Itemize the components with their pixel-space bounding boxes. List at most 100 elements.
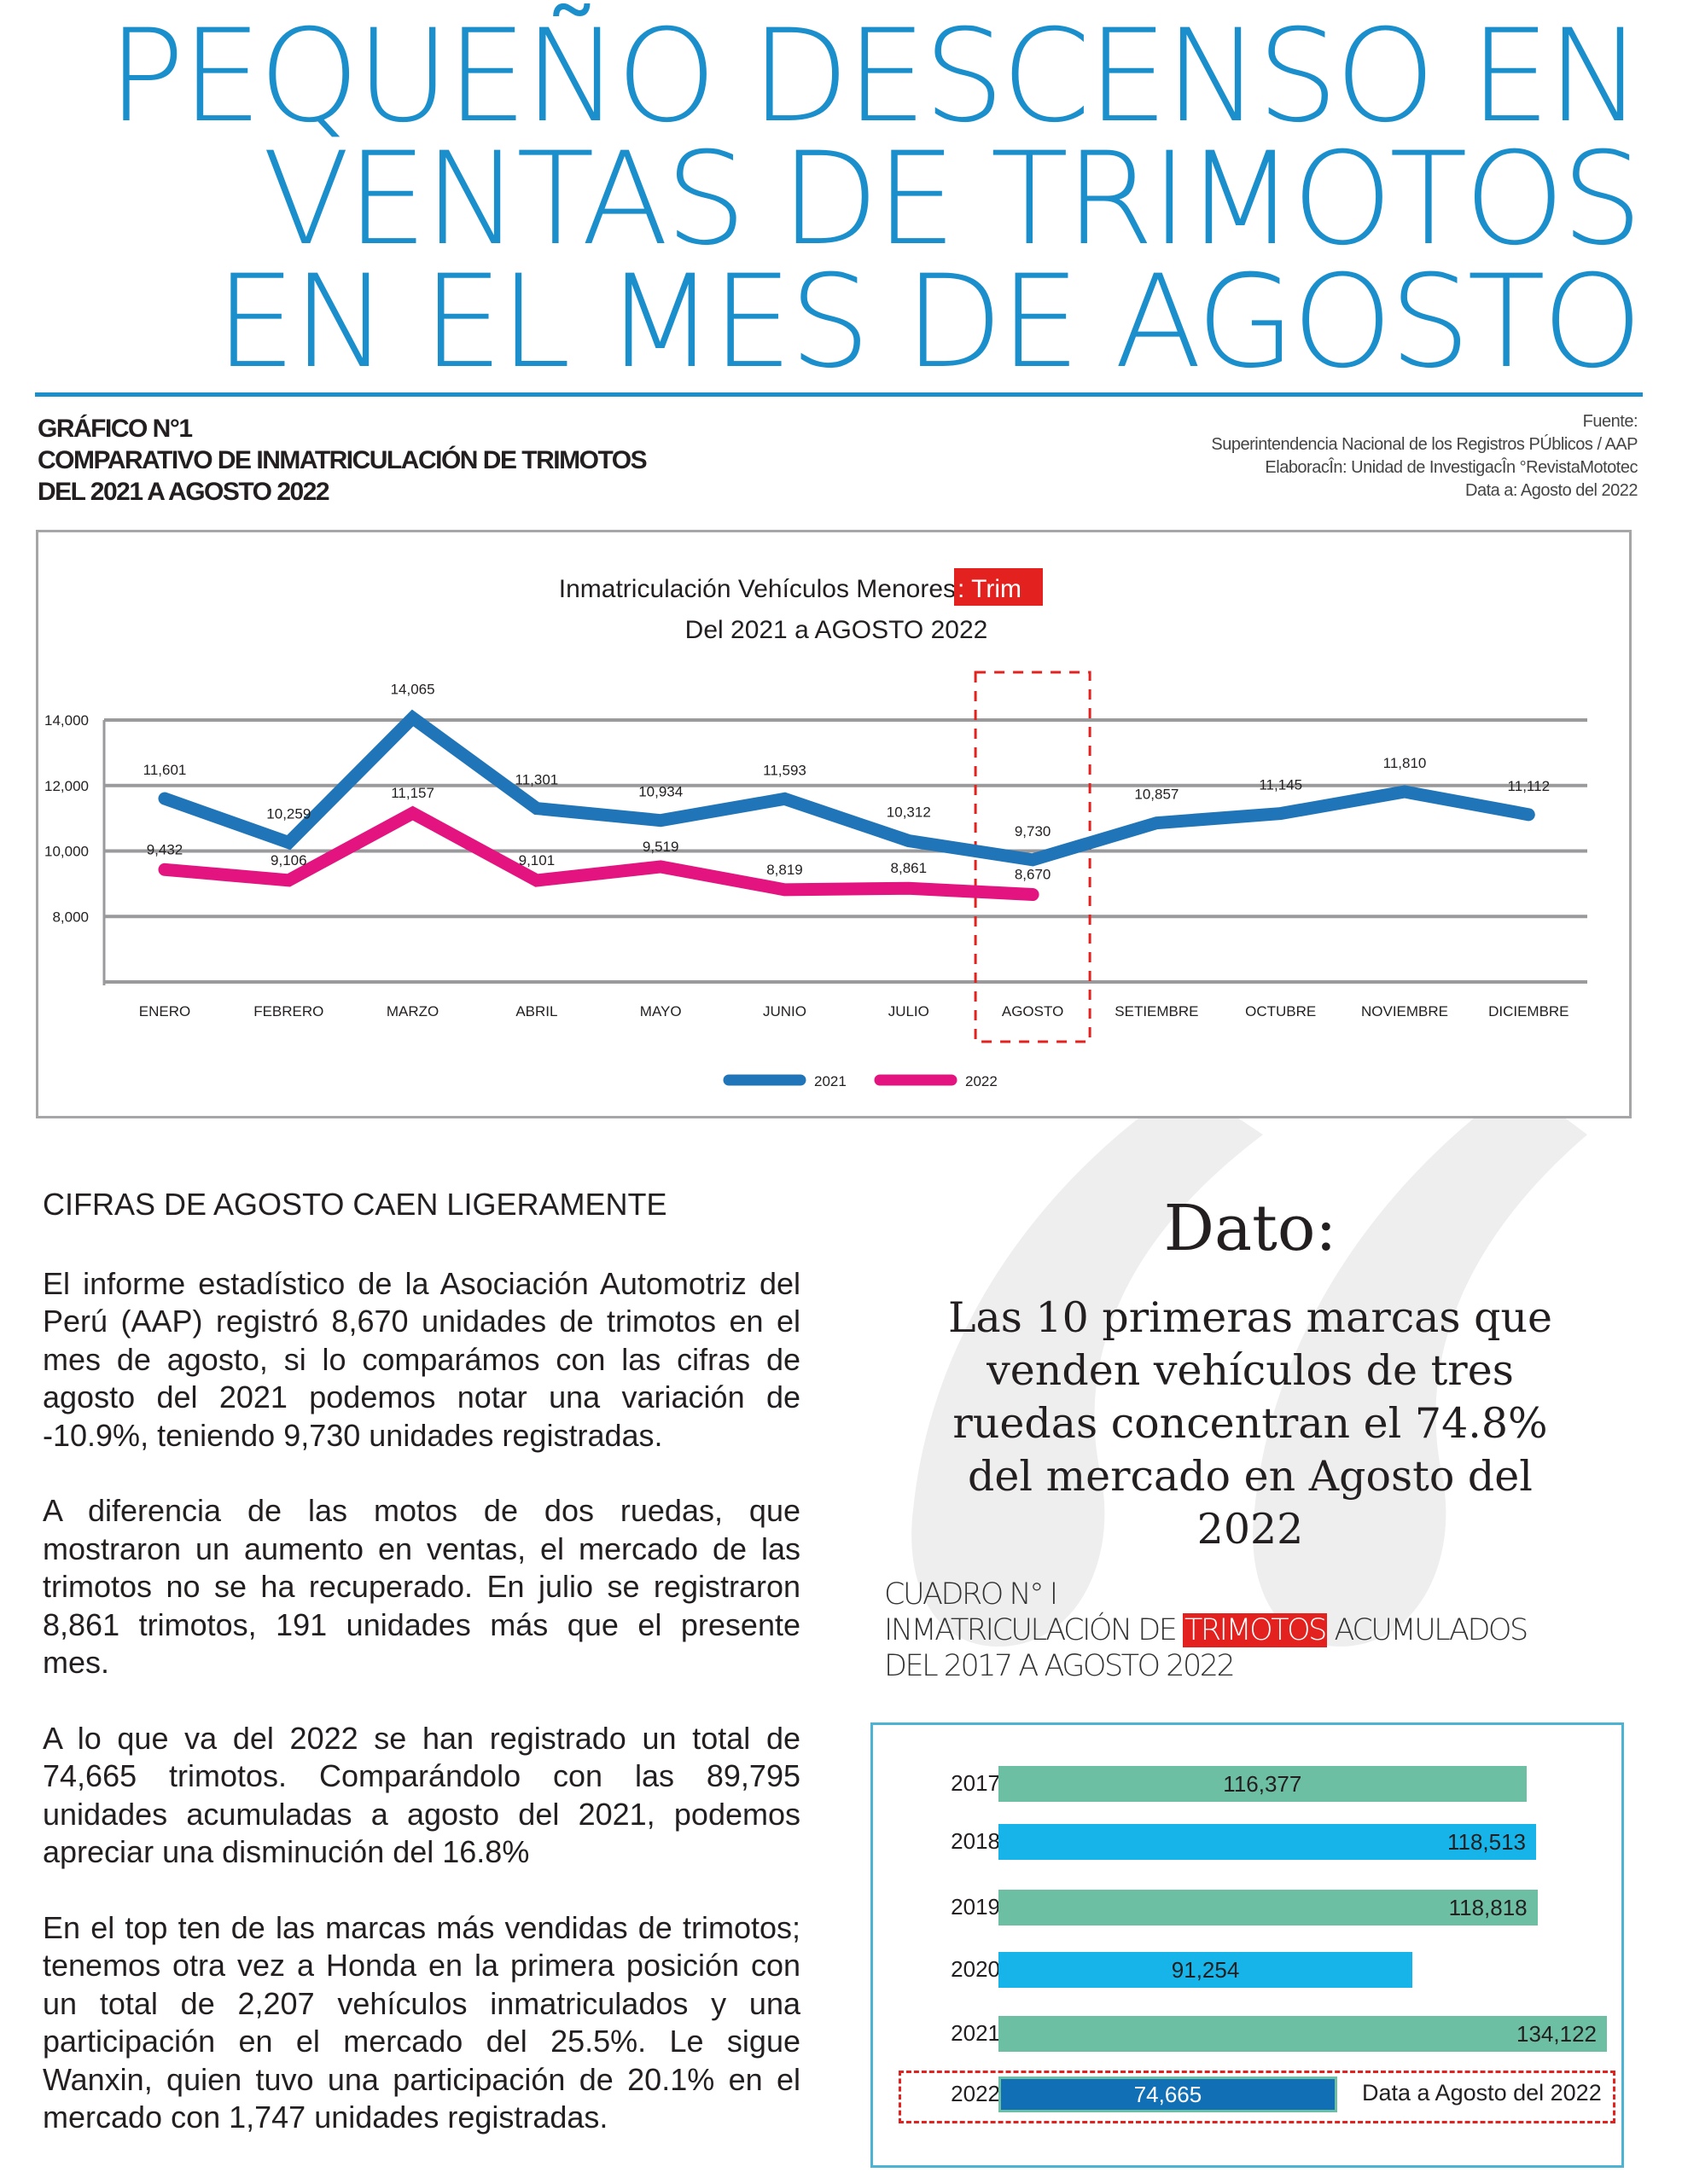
y-tick-label: 8,000 <box>52 909 89 925</box>
bar-category-label: 2019 <box>951 1894 1000 1920</box>
caption-text: ACUMULADOS <box>1334 1613 1529 1647</box>
highlight-box-agosto <box>974 671 1091 1043</box>
data-point-2021 <box>783 798 786 800</box>
bar-category-label: 2020 <box>951 1956 1000 1982</box>
series-line-2022 <box>158 805 1039 902</box>
legend-label-2021: 2021 <box>814 1073 847 1089</box>
bar-category-label: 2017 <box>951 1770 1000 1796</box>
x-tick-label: ABRIL <box>515 1003 557 1019</box>
y-tick-label: 12,000 <box>44 778 89 794</box>
data-point-2021 <box>907 839 910 842</box>
line-chart-panel: Inmatriculación Vehículos Menores: Trim D… <box>36 530 1632 1118</box>
fact-heading: Dato: <box>1163 1192 1337 1265</box>
fact-body: Las 10 primeras marcas que venden vehícu… <box>947 1293 1553 1554</box>
bar-2017: 116,377 <box>998 1766 1527 1802</box>
data-label-2021: 10,259 <box>266 806 311 822</box>
data-point-2022 <box>660 865 662 868</box>
data-label-2022: 11,157 <box>391 785 434 801</box>
data-label-2021: 11,593 <box>763 762 806 778</box>
data-label-2021: 11,301 <box>515 772 559 788</box>
bar-chart-panel <box>870 1722 1624 2168</box>
article-paragraph: A diferencia de las motos de dos ruedas,… <box>43 1493 800 1680</box>
x-tick-label: JULIO <box>888 1003 929 1019</box>
data-point-2021 <box>1528 813 1530 816</box>
data-label-2021: 11,810 <box>1383 755 1427 771</box>
caption-line: GRÁFICO N°1 <box>38 415 193 443</box>
data-point-2021 <box>1155 822 1158 824</box>
data-label-2021: 14,065 <box>391 682 435 698</box>
caption-line: COMPARATIVO DE INMATRICULACIÓN DE TRIMOT… <box>38 446 648 474</box>
source-line: Data a: Agosto del 2022 <box>1465 481 1638 500</box>
x-tick-label: DICIEMBRE <box>1488 1003 1569 1019</box>
caption-line: CUADRO N° I <box>884 1577 1058 1612</box>
data-label-2021: 10,857 <box>1134 787 1179 803</box>
data-label-2021: 9,730 <box>1015 823 1051 839</box>
line-chart: Inmatriculación Vehículos Menores: Trim D… <box>44 568 1587 1089</box>
chart-subtitle: Del 2021 a AGOSTO 2022 <box>685 616 988 644</box>
data-label-2022: 9,106 <box>271 852 307 868</box>
bar-value-label: 118,513 <box>1446 1829 1527 1855</box>
chart-title-highlight: : Trim <box>957 575 1021 603</box>
data-point-2021 <box>1279 812 1282 815</box>
page-title: PEQUEÑO DESCENSO EN VENTAS DE TRIMOTOS E… <box>108 13 1643 397</box>
data-point-2021 <box>1032 858 1034 861</box>
data-label-2022: 9,519 <box>643 839 679 855</box>
caption-highlight: TRIMOTOS <box>1182 1613 1327 1647</box>
source-line: Fuente: <box>1582 412 1638 431</box>
data-point-2021 <box>288 841 290 844</box>
bar-value-label: 116,377 <box>1223 1771 1302 1797</box>
x-tick-label: OCTUBRE <box>1245 1003 1316 1019</box>
data-point-2022 <box>288 879 290 881</box>
data-label-2021: 10,312 <box>887 804 931 821</box>
chart-title: Inmatriculación Vehículos Menores <box>559 575 956 603</box>
bar-value-label: 118,818 <box>1448 1895 1528 1920</box>
data-point-2021 <box>1404 791 1406 793</box>
x-tick-label: AGOSTO <box>1002 1003 1063 1019</box>
bar-value-label: 134,122 <box>1516 2021 1597 2047</box>
data-label-2021: 10,934 <box>638 784 683 800</box>
data-point-2021 <box>411 717 414 719</box>
data-point-2021 <box>535 807 538 810</box>
data-label-2022: 9,101 <box>519 852 556 868</box>
source-line: Superintendencia Nacional de los Registr… <box>1211 435 1638 454</box>
x-tick-label: MARZO <box>387 1003 439 1019</box>
source-note: Fuente: Superintendencia Nacional de los… <box>1211 410 1638 502</box>
data-point-2022 <box>535 879 538 881</box>
x-tick-label: MAYO <box>640 1003 682 1019</box>
source-line: ElaboracÎn: Unidad de InvestigacÎn °Revi… <box>1265 458 1638 477</box>
title-divider <box>35 392 1643 397</box>
article-heading: CIFRAS DE AGOSTO CAEN LIGERAMENTE <box>43 1187 667 1222</box>
chart-caption: GRÁFICO N°1 COMPARATIVO DE INMATRICULACI… <box>38 413 648 508</box>
bar-value-label: 74,665 <box>1133 2082 1202 2107</box>
legend-label-2022: 2022 <box>965 1073 998 1089</box>
highlight-box-2022 <box>899 2071 1615 2123</box>
x-tick-label: SETIEMBRE <box>1115 1003 1198 1019</box>
data-label-2022: 8,670 <box>1015 867 1051 883</box>
x-tick-label: ENERO <box>139 1003 190 1019</box>
data-label-2021: 11,145 <box>1259 777 1302 793</box>
bar-category-label: 2021 <box>951 2020 1000 2046</box>
caption-line: DEL 2021 A AGOSTO 2022 <box>38 478 330 506</box>
article-paragraph: El informe estadístico de la Asociación … <box>43 1265 800 1453</box>
y-tick-label: 14,000 <box>44 712 89 729</box>
series-line-2021 <box>158 709 1535 867</box>
title-line: EN EL MES DE AGOSTO <box>215 248 1643 397</box>
data-label-2021: 11,601 <box>143 762 187 778</box>
bar-category-label: 2018 <box>951 1828 1000 1854</box>
title-line: VENTAS DE TRIMOTOS <box>262 125 1643 274</box>
bar-2022: 74,665 <box>998 2077 1337 2112</box>
bar-2018: 118,513 <box>998 1824 1537 1860</box>
quote-mark-watermark <box>911 1083 1587 1647</box>
x-tick-label: JUNIO <box>763 1003 806 1019</box>
bar-2020: 91,254 <box>998 1952 1413 1988</box>
data-point-2021 <box>660 819 662 822</box>
note-2022: Data a Agosto del 2022 <box>1362 2080 1602 2106</box>
fact-callout: Dato: Las 10 primeras marcas que venden … <box>930 1186 1570 1556</box>
bar-category-label: 2022 <box>951 2081 1000 2106</box>
x-tick-label: NOVIEMBRE <box>1361 1003 1448 1019</box>
data-point-2021 <box>164 798 166 800</box>
caption-text: INMATRICULACIÓN DE <box>884 1613 1178 1647</box>
data-label-2022: 9,432 <box>147 841 183 857</box>
title-highlight-bg <box>954 568 1043 606</box>
article-paragraph: En el top ten de las marcas más vendidas… <box>43 1909 800 2135</box>
